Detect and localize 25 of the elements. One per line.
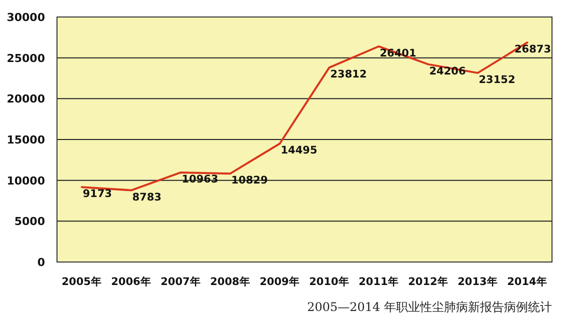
x-tick-label: 2009年	[260, 275, 300, 288]
x-tick-label: 2005年	[62, 275, 102, 288]
x-tick-label: 2010年	[309, 275, 350, 288]
data-label: 14495	[280, 144, 318, 157]
y-tick-label: 5000	[14, 215, 46, 228]
x-tick-label: 2006年	[111, 275, 152, 288]
y-tick-label: 0	[37, 256, 46, 269]
x-tick-label: 2008年	[210, 275, 250, 288]
data-label: 8783	[132, 191, 162, 204]
y-tick-label: 10000	[6, 174, 46, 188]
x-tick-label: 2007年	[160, 275, 201, 288]
data-label: 23812	[330, 68, 367, 81]
y-tick-label: 20000	[6, 92, 46, 106]
data-label: 26873	[514, 44, 551, 56]
data-label: 9173	[82, 188, 112, 200]
x-tick-label: 2011年	[358, 275, 399, 288]
x-tick-label: 2012年	[408, 275, 448, 288]
data-label: 23152	[478, 74, 516, 86]
x-tick-label: 2014年	[507, 275, 548, 288]
y-tick-label: 30000	[6, 11, 46, 24]
y-tick-label: 25000	[6, 52, 46, 65]
data-label: 24206	[429, 65, 466, 78]
x-tick-label: 2013年	[458, 275, 498, 288]
text: 2005—2014 年职业性尘肺病新报告病例统计	[307, 300, 552, 314]
y-tick-label: 15000	[6, 134, 46, 146]
